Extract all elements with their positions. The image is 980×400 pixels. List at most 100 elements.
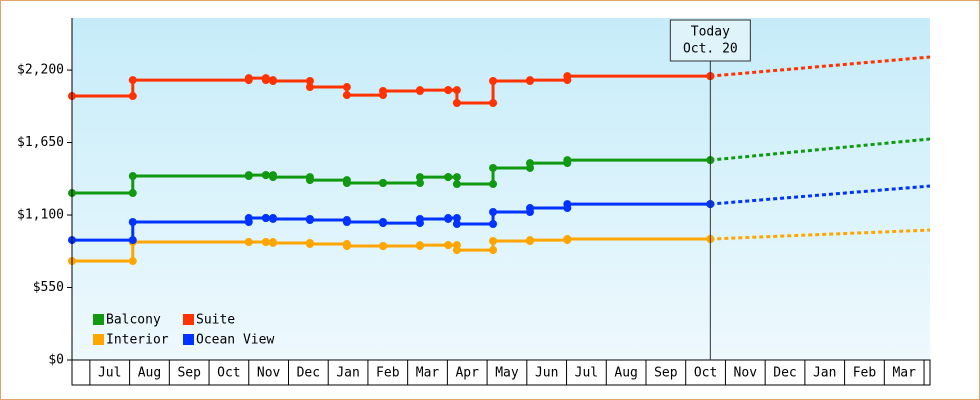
- data-point: [452, 219, 461, 228]
- data-point: [268, 238, 277, 247]
- forecast-line: [710, 55, 931, 78]
- data-point: [452, 246, 461, 255]
- step-corner: [489, 180, 498, 189]
- legend-label: Suite: [196, 313, 235, 328]
- data-point: [563, 72, 572, 81]
- x-tick-label: Nov: [734, 366, 758, 381]
- x-tick-label: Aug: [614, 366, 637, 381]
- y-tick-label: $2,200: [17, 63, 64, 78]
- legend-swatch: [183, 314, 194, 325]
- y-tick-label: $550: [33, 280, 64, 295]
- data-point: [489, 207, 498, 216]
- data-point: [305, 83, 314, 92]
- data-point: [379, 242, 388, 250]
- data-point: [128, 218, 137, 227]
- step-corner: [305, 76, 314, 85]
- x-tick-label: Dec: [297, 366, 320, 381]
- legend-swatch: [93, 314, 104, 325]
- step-corner: [128, 257, 137, 266]
- data-point: [444, 214, 453, 223]
- data-point: [379, 87, 388, 96]
- data-point: [452, 99, 461, 108]
- step-corner: [415, 179, 424, 188]
- step-corner: [342, 83, 351, 92]
- data-point: [268, 214, 277, 223]
- data-point: [415, 241, 424, 250]
- data-point: [489, 76, 498, 85]
- data-point: [244, 214, 253, 223]
- data-point: [261, 214, 270, 223]
- step-corner: [489, 246, 498, 255]
- step-corner: [489, 99, 498, 108]
- x-tick-label: Mar: [892, 366, 916, 381]
- x-tick-label: Sep: [177, 366, 201, 381]
- data-point: [261, 238, 270, 247]
- data-point: [342, 179, 351, 188]
- data-point: [452, 180, 461, 189]
- data-point: [489, 163, 498, 172]
- step-corner: [128, 236, 137, 245]
- data-point: [379, 179, 388, 188]
- x-tick-label: Dec: [773, 366, 796, 381]
- data-point: [563, 156, 572, 165]
- data-point: [489, 236, 498, 245]
- y-tick-label: $1,100: [17, 208, 64, 223]
- data-point: [261, 171, 270, 180]
- x-tick-label: Jul: [98, 366, 121, 381]
- step-corner: [128, 92, 137, 101]
- forecast-line: [710, 228, 931, 241]
- x-tick-label: Oct: [694, 366, 717, 381]
- data-point: [525, 236, 534, 245]
- data-point: [415, 86, 424, 95]
- data-point: [305, 176, 314, 185]
- data-point: [268, 76, 277, 85]
- step-corner: [128, 189, 137, 198]
- legend-label: Ocean View: [196, 333, 274, 348]
- x-tick-label: Feb: [853, 366, 877, 381]
- step-corner: [452, 173, 461, 182]
- data-point: [244, 171, 253, 180]
- legend-label: Balcony: [106, 313, 161, 328]
- step-corner: [452, 86, 461, 95]
- today-date: Oct. 20: [683, 42, 738, 57]
- data-point: [305, 240, 314, 249]
- data-point: [342, 218, 351, 227]
- x-tick-label: Jan: [336, 366, 359, 381]
- data-point: [244, 74, 253, 83]
- data-point: [342, 242, 351, 250]
- data-point: [305, 216, 314, 225]
- data-point: [525, 159, 534, 168]
- data-point: [128, 76, 137, 85]
- x-tick-label: Jan: [813, 366, 836, 381]
- data-point: [525, 76, 534, 85]
- x-tick-label: Oct: [217, 366, 240, 381]
- x-tick-label: Jul: [575, 366, 598, 381]
- x-tick-label: Feb: [376, 366, 400, 381]
- forecast-line: [710, 184, 931, 206]
- data-point: [444, 241, 453, 250]
- x-tick-label: Aug: [138, 366, 161, 381]
- legend-swatch: [183, 334, 194, 345]
- x-tick-label: Jun: [535, 366, 558, 381]
- y-tick-label: $1,650: [17, 135, 64, 150]
- x-tick-label: Apr: [455, 366, 479, 381]
- x-axis-band: [71, 359, 931, 386]
- data-point: [563, 200, 572, 209]
- legend-swatch: [93, 334, 104, 345]
- step-corner: [452, 214, 461, 223]
- x-tick-label: Mar: [416, 366, 440, 381]
- y-tick-label: $0: [48, 353, 64, 368]
- forecast-line: [710, 137, 931, 162]
- x-tick-label: Sep: [654, 366, 678, 381]
- data-point: [128, 172, 137, 181]
- data-point: [379, 219, 388, 228]
- data-point: [563, 235, 572, 244]
- data-point: [415, 214, 424, 223]
- x-tick-label: Nov: [257, 366, 281, 381]
- data-point: [268, 173, 277, 182]
- data-point: [415, 173, 424, 182]
- data-point: [244, 238, 253, 247]
- today-label: Today: [691, 25, 730, 40]
- data-point: [342, 91, 351, 100]
